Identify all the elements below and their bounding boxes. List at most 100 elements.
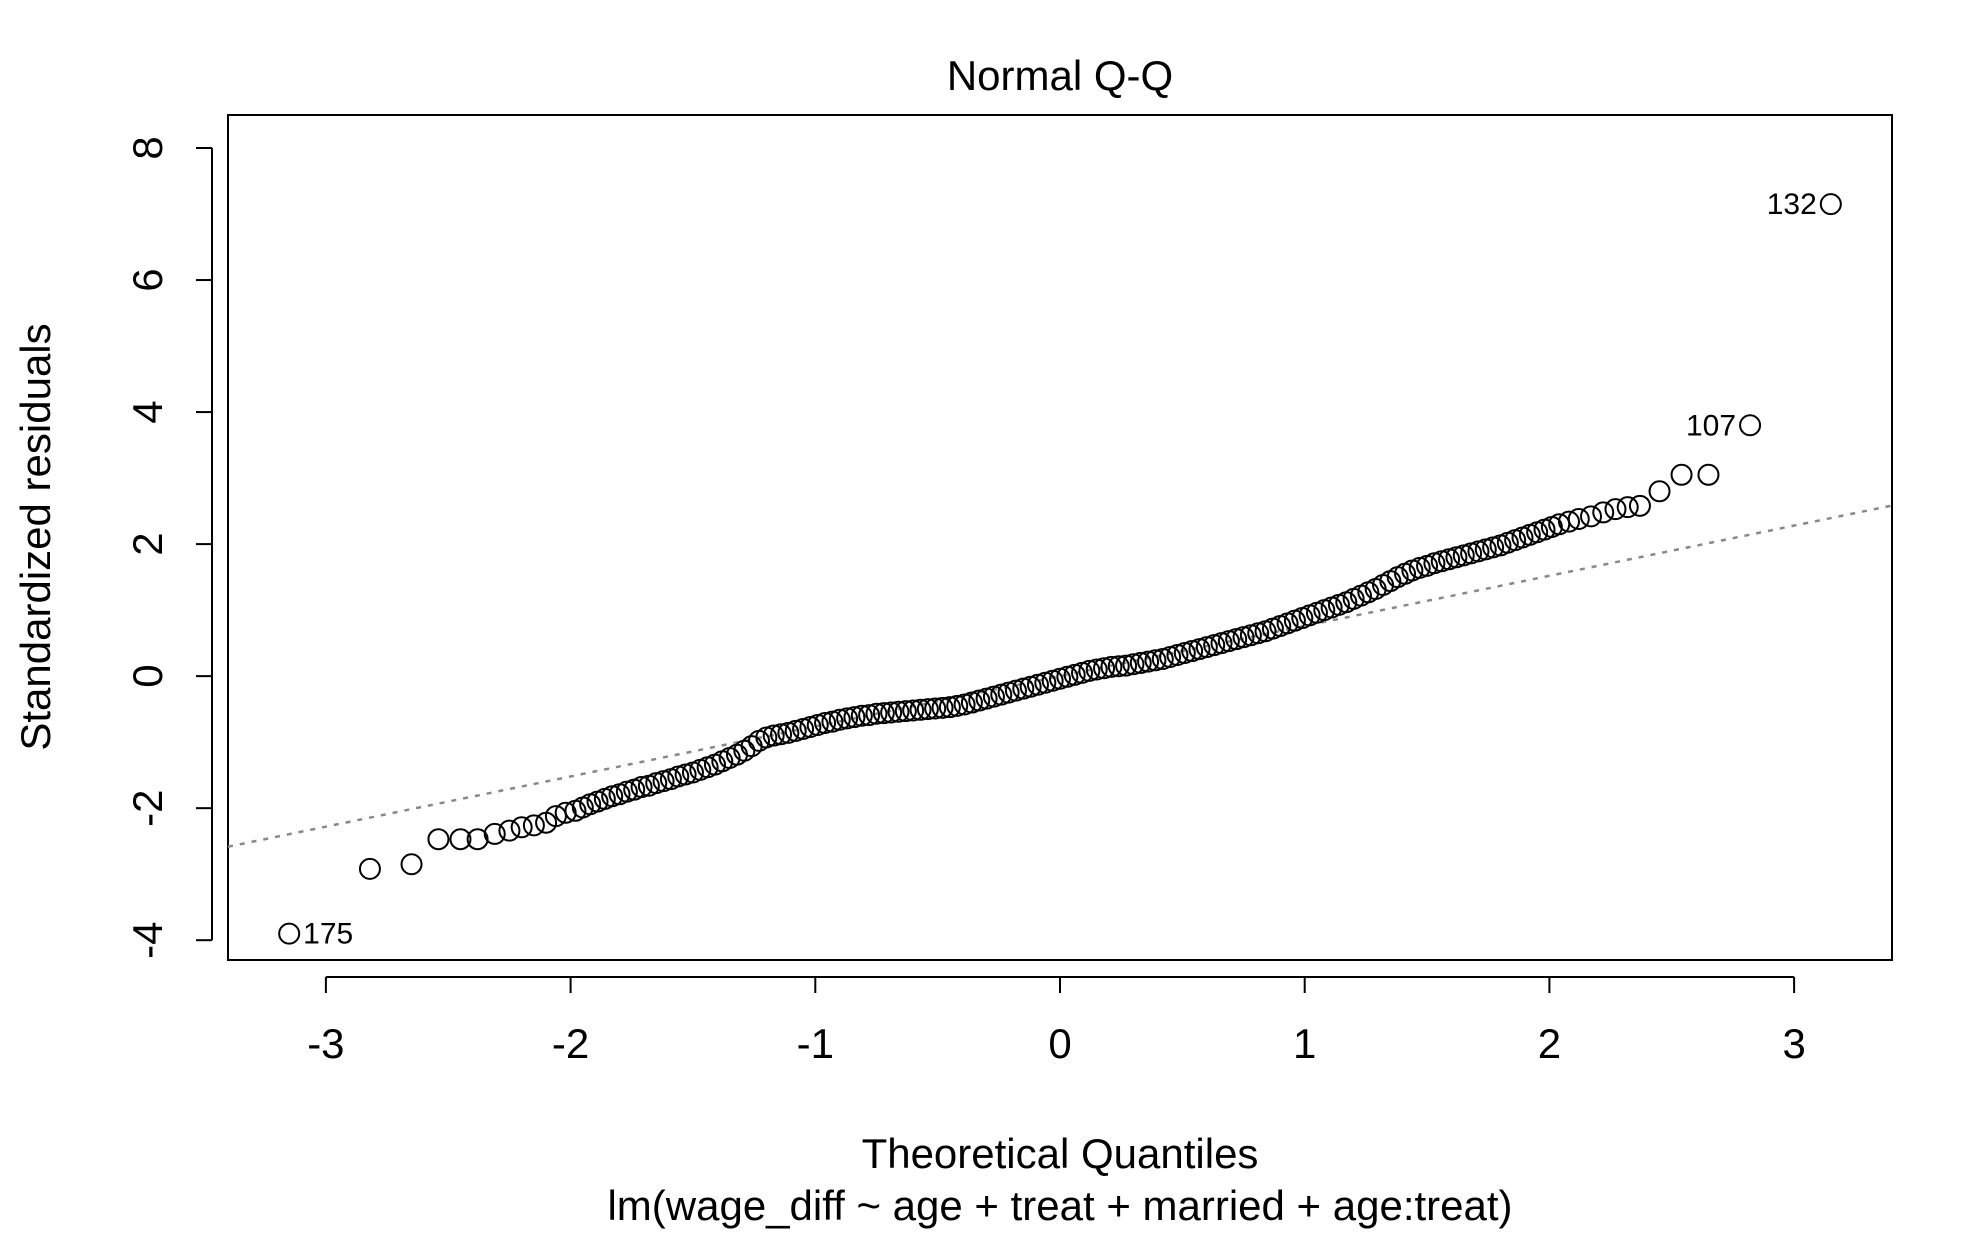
y-tick-label: 8: [124, 136, 171, 159]
data-point: [1628, 494, 1651, 517]
data-point: [1210, 632, 1233, 655]
x-tick-label: -3: [307, 1020, 344, 1067]
chart-title: Normal Q-Q: [947, 52, 1173, 99]
data-point: [865, 702, 888, 725]
data-point: [1648, 480, 1671, 503]
data-point: [1467, 540, 1490, 563]
data-point: [880, 701, 903, 724]
data-point: [858, 704, 881, 727]
data-point: [990, 683, 1013, 706]
data-point: [1034, 671, 1057, 694]
data-point: [1557, 510, 1580, 533]
y-tick-label: 6: [124, 268, 171, 291]
data-point: [554, 801, 577, 824]
reference-line-group: [227, 504, 1893, 848]
data-point: [1445, 546, 1468, 569]
data-point: [1580, 505, 1603, 528]
data-point: [1100, 655, 1123, 678]
data-point: [960, 691, 983, 714]
data-point: [938, 696, 961, 719]
data-point: [1482, 536, 1505, 559]
data-point: [762, 724, 785, 747]
data-point: [968, 689, 991, 712]
x-tick-label: 3: [1782, 1020, 1805, 1067]
data-point: [1166, 644, 1189, 667]
data-point: [1739, 414, 1762, 437]
y-tick-label: 0: [124, 664, 171, 687]
data-point: [1122, 653, 1145, 676]
data-point: [1697, 463, 1720, 486]
y-axis: -4 -2 0 2 4 6 8: [124, 136, 213, 959]
data-point: [1056, 665, 1079, 688]
x-tick-label: -2: [552, 1020, 589, 1067]
x-axis: -3 -2 -1 0 1 2 3: [307, 976, 1806, 1067]
data-point: [1012, 677, 1035, 700]
data-point: [427, 828, 450, 851]
qq-reference-line: [227, 504, 1893, 848]
data-point: [843, 706, 866, 729]
x-axis-title: Theoretical Quantiles: [862, 1130, 1259, 1177]
data-point: [498, 819, 521, 842]
data-point: [645, 772, 668, 795]
data-point: [872, 702, 895, 725]
data-point: [1232, 626, 1255, 649]
data-point: [1144, 649, 1167, 672]
data-point: [667, 765, 690, 788]
x-tick-label: 1: [1293, 1020, 1316, 1067]
data-point: [1592, 501, 1615, 524]
data-point: [1438, 548, 1461, 571]
data-point: [1604, 498, 1627, 521]
data-point: [400, 853, 423, 876]
chart-subtitle: lm(wage_diff ~ age + treat + married + a…: [607, 1182, 1512, 1229]
data-point: [615, 780, 638, 803]
data-point: [1026, 673, 1049, 696]
point-labels: 132 107 175: [303, 188, 1817, 950]
data-point: [792, 717, 815, 740]
data-point: [924, 697, 947, 720]
data-points: [278, 193, 1842, 945]
data-point: [630, 776, 653, 799]
data-point: [1430, 550, 1453, 573]
data-point: [652, 770, 675, 793]
data-point: [1004, 679, 1027, 702]
data-point: [510, 816, 533, 839]
plot-frame: [227, 114, 1893, 961]
data-point: [887, 700, 910, 723]
data-point: [1129, 651, 1152, 674]
y-tick-label: -2: [124, 789, 171, 826]
data-point: [1019, 675, 1042, 698]
data-point: [278, 922, 301, 945]
x-tick-label: 0: [1048, 1020, 1071, 1067]
data-point: [902, 699, 925, 722]
y-tick-label: 4: [124, 400, 171, 423]
data-point: [850, 704, 873, 727]
data-point: [894, 700, 917, 723]
data-point: [828, 708, 851, 731]
data-point: [1093, 657, 1116, 680]
y-axis-title: Standardized residuals: [12, 323, 59, 750]
x-tick-label: 2: [1538, 1020, 1561, 1067]
y-tick-label: 2: [124, 532, 171, 555]
data-point: [358, 857, 381, 880]
data-point: [1616, 496, 1639, 519]
data-point: [975, 687, 998, 710]
data-point: [674, 763, 697, 786]
data-point: [466, 828, 489, 851]
x-tick-label: -1: [797, 1020, 834, 1067]
point-label: 132: [1767, 188, 1817, 221]
data-point: [1085, 658, 1108, 681]
data-point: [1137, 650, 1160, 673]
point-label: 107: [1686, 409, 1736, 442]
data-point: [483, 822, 506, 845]
data-point: [1452, 544, 1475, 567]
y-tick-label: -4: [124, 922, 171, 959]
data-point: [770, 723, 793, 746]
data-point: [1460, 542, 1483, 565]
data-point: [1041, 669, 1064, 692]
data-point: [836, 707, 859, 730]
data-point: [1670, 463, 1693, 486]
data-point: [1474, 538, 1497, 561]
data-point: [1239, 624, 1262, 647]
data-point: [1567, 508, 1590, 531]
